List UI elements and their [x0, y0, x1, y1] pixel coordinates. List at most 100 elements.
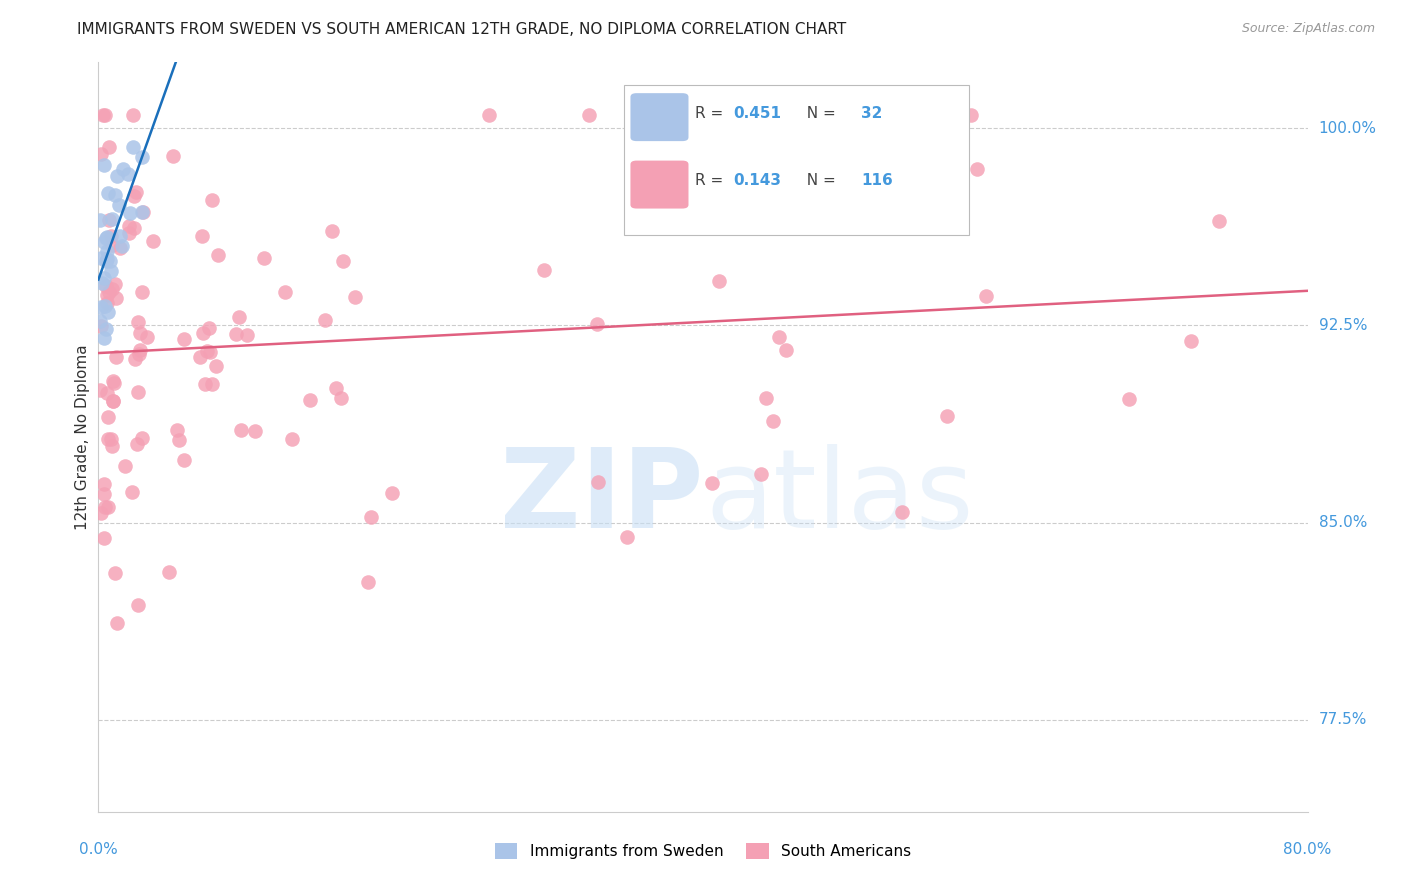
Text: 0.451: 0.451: [734, 106, 782, 121]
Point: [755, 391, 778, 405]
Point: [236, 327, 259, 342]
Point: [195, 343, 218, 358]
Point: [117, 219, 139, 234]
Point: [104, 277, 127, 292]
Point: [131, 431, 153, 445]
Point: [101, 211, 124, 226]
Point: [173, 332, 195, 346]
Point: [96, 252, 118, 267]
Point: [90, 506, 112, 520]
Text: 100.0%: 100.0%: [1319, 120, 1376, 136]
Point: [702, 475, 724, 490]
Point: [191, 229, 214, 244]
Point: [96, 296, 118, 310]
Point: [125, 185, 148, 199]
Text: 32: 32: [862, 106, 883, 121]
Point: [118, 226, 141, 240]
FancyBboxPatch shape: [630, 93, 689, 141]
Point: [976, 289, 998, 303]
Point: [93, 235, 115, 249]
Point: [90, 251, 112, 265]
Point: [966, 162, 988, 177]
Point: [96, 288, 118, 302]
Point: [200, 376, 222, 391]
Point: [198, 345, 221, 359]
Point: [118, 206, 141, 220]
Point: [321, 224, 343, 238]
Point: [756, 169, 779, 184]
Text: 0.143: 0.143: [734, 173, 782, 188]
Point: [533, 263, 555, 277]
Point: [93, 477, 115, 491]
Point: [101, 238, 124, 252]
Point: [207, 248, 229, 262]
Text: N =: N =: [797, 106, 841, 121]
Point: [104, 566, 127, 580]
Point: [122, 108, 145, 122]
Point: [94, 278, 117, 293]
Point: [101, 394, 124, 409]
Point: [586, 318, 609, 332]
Point: [775, 343, 797, 357]
Point: [127, 384, 149, 399]
Point: [94, 322, 117, 336]
Point: [100, 432, 122, 446]
Point: [124, 221, 146, 235]
Point: [381, 486, 404, 500]
Point: [578, 108, 600, 122]
Point: [356, 574, 378, 589]
Point: [96, 386, 118, 401]
Point: [173, 452, 195, 467]
Point: [281, 433, 304, 447]
Point: [762, 414, 785, 428]
Point: [111, 161, 134, 176]
Point: [100, 229, 122, 244]
Text: Source: ZipAtlas.com: Source: ZipAtlas.com: [1241, 22, 1375, 36]
Point: [91, 276, 114, 290]
Point: [299, 392, 322, 407]
Point: [136, 330, 159, 344]
FancyBboxPatch shape: [624, 85, 969, 235]
Point: [131, 150, 153, 164]
Point: [105, 616, 128, 631]
Point: [97, 410, 120, 425]
Point: [768, 330, 790, 344]
Point: [94, 108, 117, 122]
Point: [188, 350, 211, 364]
Point: [104, 291, 127, 305]
Point: [97, 285, 120, 299]
Point: [131, 285, 153, 300]
Point: [229, 423, 252, 437]
Point: [108, 198, 131, 212]
Point: [225, 326, 247, 341]
Point: [91, 108, 114, 122]
Point: [93, 271, 115, 285]
Point: [132, 205, 155, 219]
FancyBboxPatch shape: [630, 161, 689, 209]
Point: [110, 241, 132, 255]
Point: [93, 531, 115, 545]
Point: [93, 487, 115, 501]
Point: [97, 186, 120, 200]
Point: [125, 436, 148, 450]
Point: [960, 108, 983, 122]
Point: [127, 598, 149, 612]
Point: [478, 108, 501, 122]
Point: [101, 374, 124, 388]
Point: [114, 458, 136, 473]
Point: [98, 253, 121, 268]
Y-axis label: 12th Grade, No Diploma: 12th Grade, No Diploma: [75, 344, 90, 530]
Point: [314, 313, 336, 327]
Point: [104, 350, 127, 364]
Point: [1180, 334, 1202, 349]
Text: 77.5%: 77.5%: [1319, 712, 1367, 727]
Point: [360, 510, 382, 524]
Point: [129, 343, 152, 358]
Text: 85.0%: 85.0%: [1319, 515, 1367, 530]
Point: [97, 140, 120, 154]
Point: [749, 467, 772, 481]
Point: [101, 439, 124, 453]
Point: [142, 235, 165, 249]
Point: [90, 146, 112, 161]
Point: [890, 505, 912, 519]
